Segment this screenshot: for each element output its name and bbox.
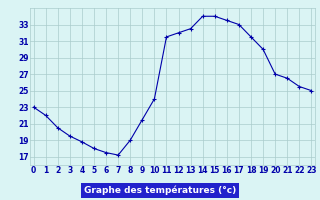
Text: Graphe des températures (°c): Graphe des températures (°c) xyxy=(84,186,236,195)
